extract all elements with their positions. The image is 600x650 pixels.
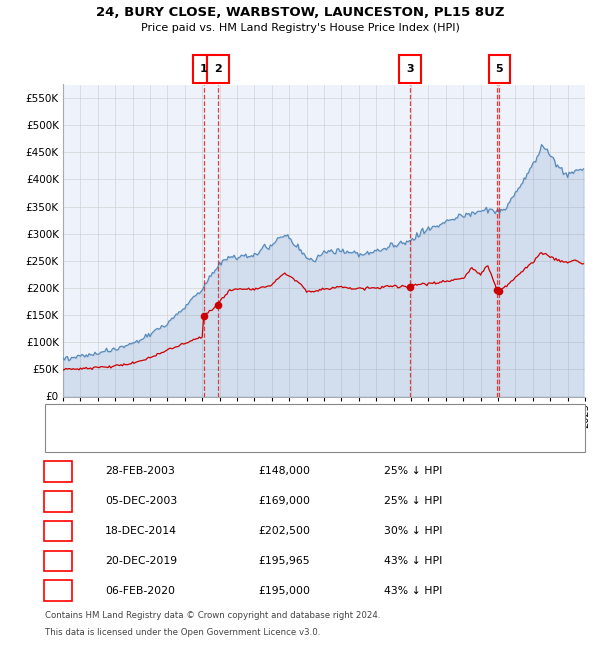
Text: 28-FEB-2003: 28-FEB-2003 — [105, 466, 175, 476]
Text: 43% ↓ HPI: 43% ↓ HPI — [384, 586, 442, 596]
Text: Contains HM Land Registry data © Crown copyright and database right 2024.: Contains HM Land Registry data © Crown c… — [45, 611, 380, 620]
Text: £195,000: £195,000 — [258, 586, 310, 596]
Text: 20-DEC-2019: 20-DEC-2019 — [105, 556, 177, 566]
Text: 18-DEC-2014: 18-DEC-2014 — [105, 526, 177, 536]
Text: 4: 4 — [54, 556, 62, 566]
Text: 30% ↓ HPI: 30% ↓ HPI — [384, 526, 443, 536]
Text: 3: 3 — [55, 526, 62, 536]
Text: 5: 5 — [496, 64, 503, 74]
Text: 24, BURY CLOSE, WARBSTOW, LAUNCESTON, PL15 8UZ (detached house): 24, BURY CLOSE, WARBSTOW, LAUNCESTON, PL… — [90, 413, 439, 422]
Text: £195,965: £195,965 — [258, 556, 310, 566]
Text: £169,000: £169,000 — [258, 496, 310, 506]
Text: 3: 3 — [406, 64, 414, 74]
Text: 24, BURY CLOSE, WARBSTOW, LAUNCESTON, PL15 8UZ: 24, BURY CLOSE, WARBSTOW, LAUNCESTON, PL… — [96, 6, 504, 20]
Text: This data is licensed under the Open Government Licence v3.0.: This data is licensed under the Open Gov… — [45, 628, 320, 637]
Text: 43% ↓ HPI: 43% ↓ HPI — [384, 556, 442, 566]
Text: 1: 1 — [55, 466, 62, 476]
Text: Price paid vs. HM Land Registry's House Price Index (HPI): Price paid vs. HM Land Registry's House … — [140, 23, 460, 32]
Text: 1: 1 — [200, 64, 208, 74]
Text: £202,500: £202,500 — [258, 526, 310, 536]
Text: 06-FEB-2020: 06-FEB-2020 — [105, 586, 175, 596]
Text: 05-DEC-2003: 05-DEC-2003 — [105, 496, 177, 506]
Text: 25% ↓ HPI: 25% ↓ HPI — [384, 496, 442, 506]
Text: 2: 2 — [55, 496, 62, 506]
Text: 25% ↓ HPI: 25% ↓ HPI — [384, 466, 442, 476]
Text: 5: 5 — [55, 586, 62, 596]
Text: £148,000: £148,000 — [258, 466, 310, 476]
Text: HPI: Average price, detached house, Cornwall: HPI: Average price, detached house, Corn… — [90, 434, 307, 443]
Text: 2: 2 — [214, 64, 222, 74]
